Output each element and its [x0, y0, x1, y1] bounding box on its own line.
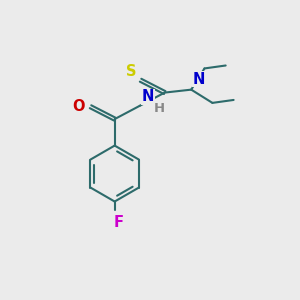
- Text: N: N: [142, 89, 154, 104]
- Text: S: S: [126, 64, 136, 79]
- Text: H: H: [154, 102, 165, 115]
- Text: N: N: [193, 72, 205, 87]
- Text: F: F: [113, 215, 123, 230]
- Text: O: O: [73, 99, 85, 114]
